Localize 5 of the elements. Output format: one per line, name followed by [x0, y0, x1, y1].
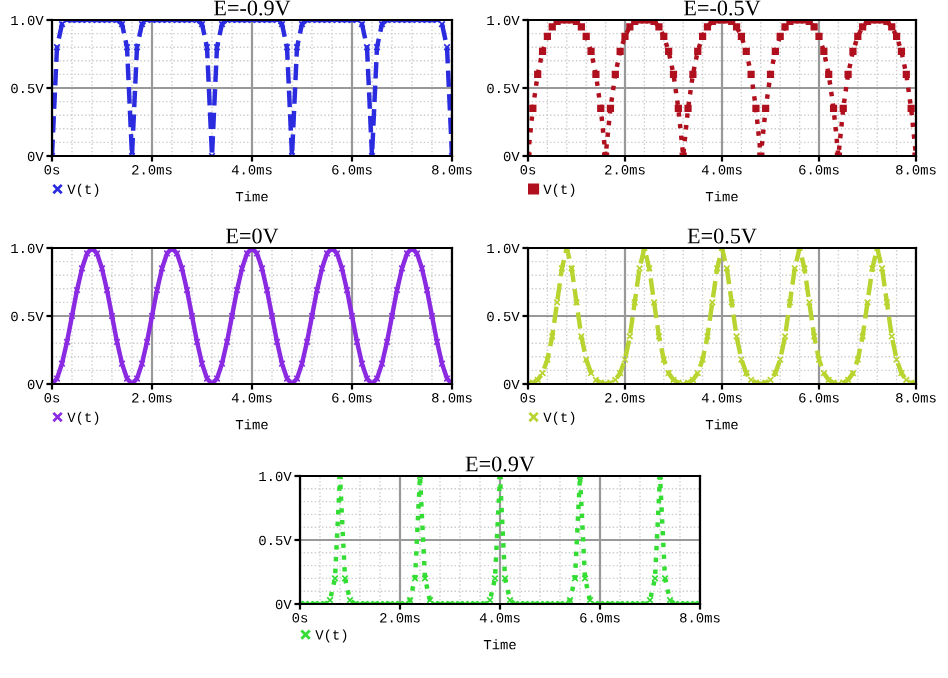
- chart-title: E=0.5V: [687, 228, 757, 244]
- chart-title: E=-0.5V: [683, 0, 761, 16]
- chart-title: E=0.9V: [465, 456, 535, 472]
- chart-title: E=-0.9V: [213, 0, 291, 16]
- chart-title: E=0V: [226, 228, 279, 244]
